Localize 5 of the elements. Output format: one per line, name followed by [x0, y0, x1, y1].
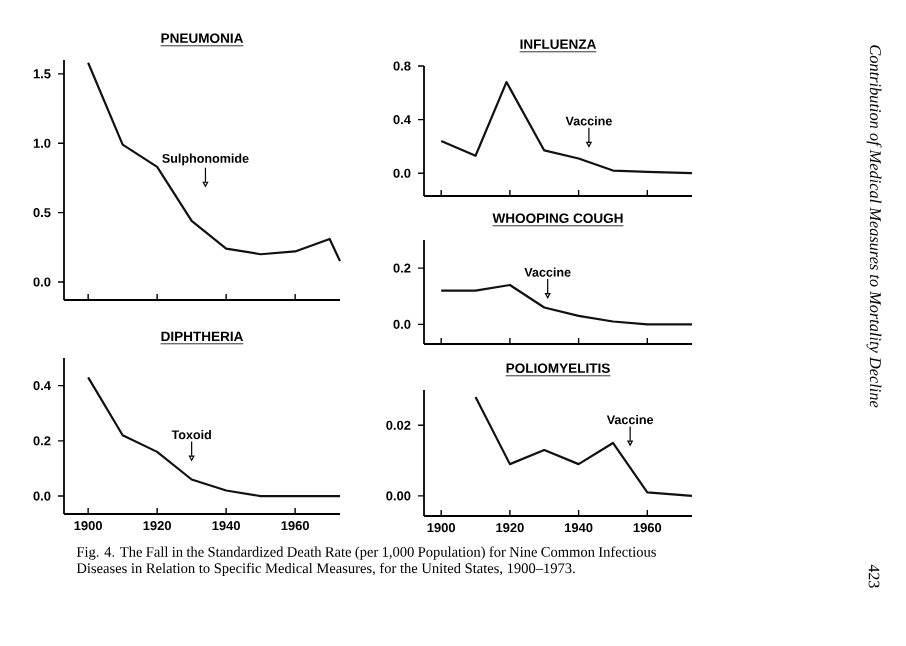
line-series — [440, 283, 694, 326]
line-series — [474, 395, 694, 497]
line-series — [87, 61, 342, 263]
line-series — [440, 80, 694, 175]
text: Contribution of Medical Measures to Mortality Decline — [866, 45, 882, 408]
